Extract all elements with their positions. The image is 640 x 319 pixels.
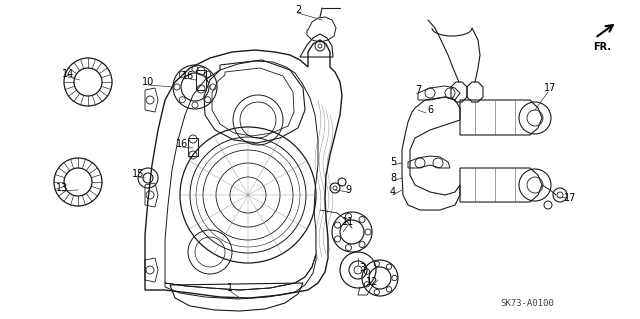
- Text: 17: 17: [564, 193, 576, 203]
- Text: 9: 9: [345, 185, 351, 195]
- Text: 11: 11: [342, 217, 354, 227]
- Text: 12: 12: [366, 277, 378, 287]
- Text: 15: 15: [132, 169, 144, 179]
- Text: 7: 7: [415, 85, 421, 95]
- Text: 16: 16: [176, 139, 188, 149]
- Text: SK73-A0100: SK73-A0100: [500, 299, 554, 308]
- Text: FR.: FR.: [593, 42, 611, 52]
- Text: 13: 13: [56, 183, 68, 193]
- Text: 14: 14: [62, 69, 74, 79]
- Text: 8: 8: [390, 173, 396, 183]
- Text: 6: 6: [427, 105, 433, 115]
- Text: 1: 1: [227, 283, 233, 293]
- Text: 17: 17: [544, 83, 556, 93]
- Text: 10: 10: [142, 77, 154, 87]
- Bar: [188, 138, 198, 156]
- Text: 16: 16: [182, 71, 194, 81]
- Text: 3: 3: [359, 263, 365, 273]
- Text: 5: 5: [390, 157, 396, 167]
- Text: 4: 4: [390, 187, 396, 197]
- Text: 2: 2: [295, 5, 301, 15]
- Bar: [196, 70, 206, 90]
